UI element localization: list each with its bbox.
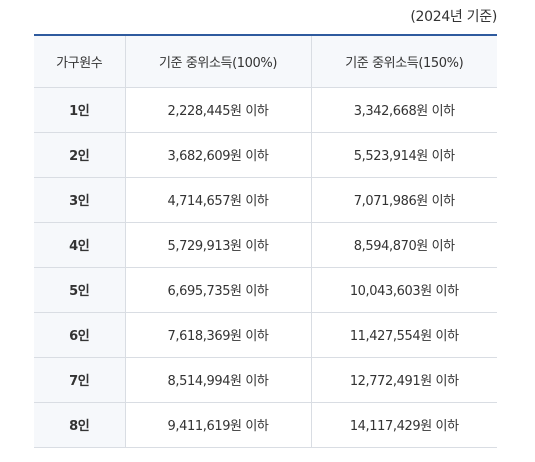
income-150-cell: 12,772,491원 이하 (310, 357, 497, 403)
table-row: 2인 3,682,609원 이하 5,523,914원 이하 (34, 132, 497, 178)
household-size-cell: 6인 (34, 312, 125, 358)
table-row: 4인 5,729,913원 이하 8,594,870원 이하 (34, 222, 497, 268)
income-150-cell: 14,117,429원 이하 (310, 402, 497, 448)
income-150-cell: 11,427,554원 이하 (310, 312, 497, 358)
income-150-cell: 8,594,870원 이하 (310, 222, 497, 268)
household-size-cell: 5인 (34, 267, 125, 313)
income-100-cell: 5,729,913원 이하 (124, 222, 311, 268)
income-150-cell: 10,043,603원 이하 (310, 267, 497, 313)
table-row: 8인 9,411,619원 이하 14,117,429원 이하 (34, 402, 497, 448)
header-median-income-100: 기준 중위소득(100%) (124, 34, 311, 88)
header-median-income-150: 기준 중위소득(150%) (310, 34, 497, 88)
table-row: 7인 8,514,994원 이하 12,772,491원 이하 (34, 357, 497, 403)
household-size-cell: 7인 (34, 357, 125, 403)
reference-year-caption: (2024년 기준) (410, 9, 497, 25)
table-row: 3인 4,714,657원 이하 7,071,986원 이하 (34, 177, 497, 223)
median-income-table: 가구원수 기준 중위소득(100%) 기준 중위소득(150%) 1인 2,22… (34, 34, 497, 448)
household-size-cell: 4인 (34, 222, 125, 268)
income-100-cell: 3,682,609원 이하 (124, 132, 311, 178)
income-100-cell: 9,411,619원 이하 (124, 402, 311, 448)
income-150-cell: 7,071,986원 이하 (310, 177, 497, 223)
household-size-cell: 8인 (34, 402, 125, 448)
header-household-size: 가구원수 (34, 34, 125, 88)
household-size-cell: 1인 (34, 87, 125, 133)
income-100-cell: 4,714,657원 이하 (124, 177, 311, 223)
income-150-cell: 3,342,668원 이하 (310, 87, 497, 133)
household-size-cell: 2인 (34, 132, 125, 178)
household-size-cell: 3인 (34, 177, 125, 223)
income-100-cell: 8,514,994원 이하 (124, 357, 311, 403)
table-header-row: 가구원수 기준 중위소득(100%) 기준 중위소득(150%) (34, 34, 497, 88)
table-row: 5인 6,695,735원 이하 10,043,603원 이하 (34, 267, 497, 313)
income-100-cell: 2,228,445원 이하 (124, 87, 311, 133)
income-100-cell: 7,618,369원 이하 (124, 312, 311, 358)
income-150-cell: 5,523,914원 이하 (310, 132, 497, 178)
table-row: 6인 7,618,369원 이하 11,427,554원 이하 (34, 312, 497, 358)
income-100-cell: 6,695,735원 이하 (124, 267, 311, 313)
table-row: 1인 2,228,445원 이하 3,342,668원 이하 (34, 87, 497, 133)
